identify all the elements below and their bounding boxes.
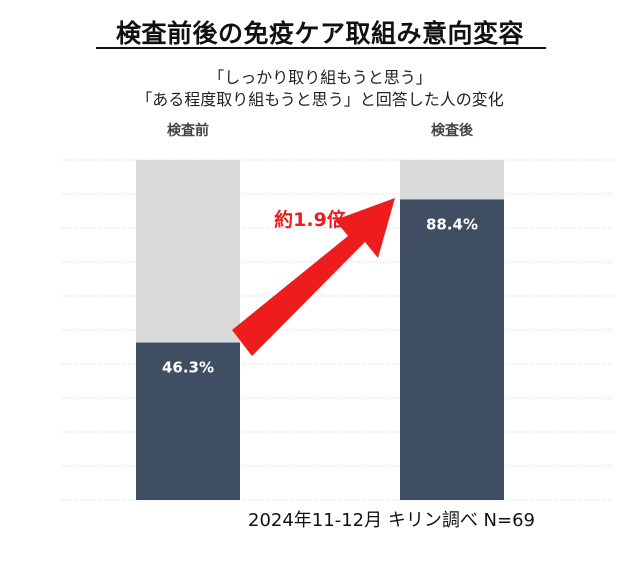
data-label: 46.3% (162, 359, 214, 377)
source-note: 2024年11-12月 キリン調べ N=69 (248, 510, 536, 531)
annotation-label: 約1.9倍 (274, 208, 346, 231)
data-label: 88.4% (426, 215, 478, 233)
category-label: 検査前 (167, 122, 209, 139)
bar-remainder (400, 160, 504, 200)
chart-subtitle-line-2: 「ある程度取り組もうと思う」と回答した人の変化 (136, 90, 504, 109)
category-label: 検査後 (431, 122, 474, 139)
growth-arrow (232, 198, 395, 356)
chart-title: 検査前後の免疫ケア取組み意向変容 (115, 19, 524, 48)
bar (400, 199, 504, 500)
chart-subtitle-line-1: 「しっかり取り組もうと思う」 (208, 68, 432, 87)
title-underline (96, 47, 546, 49)
bar-remainder (136, 160, 240, 343)
bar (136, 342, 240, 500)
